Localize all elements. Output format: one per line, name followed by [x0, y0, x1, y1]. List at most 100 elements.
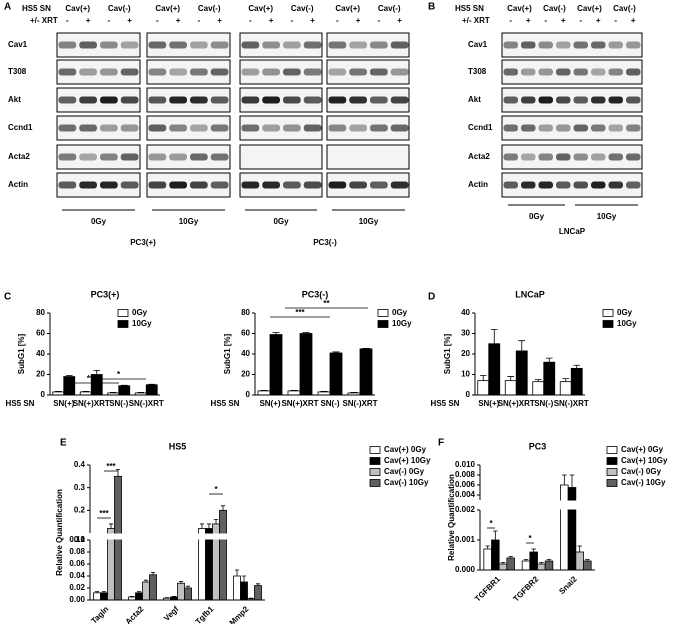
blot-band: [538, 96, 553, 104]
blot-band: [262, 124, 280, 132]
lane-group-label: Cav(+): [155, 4, 180, 13]
blot-frame: [501, 59, 643, 85]
bar: [287, 390, 301, 396]
dose-label: 0Gy: [91, 217, 107, 226]
blot-band: [241, 41, 260, 49]
y-tick-label: 0.10: [69, 535, 85, 544]
y-tick-label: 80: [36, 308, 45, 317]
y-tick-label: 0.06: [69, 559, 85, 568]
blot-band: [556, 96, 571, 104]
bar: [521, 560, 531, 571]
error-bar: [136, 591, 142, 593]
lane-sign: +: [176, 16, 181, 25]
bar: [118, 385, 131, 396]
panel-label: A: [4, 2, 11, 13]
y-tick-label: 0.008: [455, 470, 476, 479]
cell-line-label: LNCaP: [559, 227, 586, 236]
lane-sign: +: [86, 16, 91, 25]
blot-row-label: Actin: [8, 180, 28, 189]
legend-label: Cav(-) 0Gy: [621, 467, 662, 476]
lane-group-label: Cav(+): [248, 4, 273, 13]
error-bar: [150, 572, 156, 575]
bar: [575, 551, 584, 571]
legend-label: 0Gy: [617, 308, 633, 317]
blot-band: [591, 41, 606, 49]
lane-sign: -: [198, 16, 201, 25]
y-tick-label: 0.002: [455, 505, 476, 514]
chart-title: LNCaP: [515, 289, 545, 299]
legend-label: 10Gy: [392, 319, 412, 328]
blot-band: [283, 41, 301, 49]
y-tick-label: 0.010: [455, 460, 476, 469]
x-tick-label: SN(-)XRT: [554, 399, 589, 408]
blot-band: [591, 68, 606, 76]
blot-frame: [326, 144, 410, 170]
error-bar: [185, 585, 191, 588]
y-tick-label: 0.1: [74, 535, 86, 544]
y-tick-label: 0.3: [74, 483, 86, 492]
y-tick-label: 0.000: [455, 565, 476, 574]
error-bar: [585, 559, 590, 561]
blot-row-label: T308: [8, 67, 27, 76]
error-bar: [531, 548, 536, 552]
blot-band: [503, 96, 518, 104]
blot-band: [169, 96, 187, 104]
blot-band: [608, 124, 623, 132]
blot-band: [538, 68, 553, 76]
bar: [63, 376, 76, 396]
blot-band: [58, 96, 77, 104]
x-tick-label: SN(-): [534, 399, 553, 408]
lane-group-label: Cav(+): [507, 4, 532, 13]
x-tick-label: SN(-)XRT: [129, 399, 164, 408]
error-bar: [485, 545, 490, 549]
y-axis-label: SubG1 [%]: [17, 333, 26, 374]
error-bar: [562, 378, 570, 382]
blot-band: [210, 68, 229, 76]
bar: [145, 384, 158, 396]
lane-sign: -: [336, 16, 339, 25]
blot-band: [370, 96, 388, 104]
blot-band: [148, 153, 167, 161]
bar: [269, 334, 283, 396]
y-tick-label: 0: [466, 390, 471, 399]
blot-band: [148, 41, 167, 49]
blot-band: [169, 153, 187, 161]
error-bar: [534, 379, 542, 382]
blot-row-label: T308: [468, 67, 487, 76]
lane-sign: -: [378, 16, 381, 25]
blot-band: [556, 124, 571, 132]
blot-band: [591, 96, 606, 104]
legend-label: 10Gy: [617, 319, 637, 328]
error-bar: [54, 391, 62, 392]
blot-band: [370, 41, 388, 49]
blot-band: [390, 181, 409, 189]
significance-label: *: [528, 534, 532, 543]
blot-band: [262, 96, 280, 104]
legend-swatch: [606, 446, 618, 454]
blot-band: [79, 124, 97, 132]
lane-sign: +: [596, 16, 601, 25]
blot-band: [303, 41, 322, 49]
lane-sign: +: [631, 16, 636, 25]
error-bar: [569, 474, 575, 488]
legend-label: Cav(+) 0Gy: [384, 445, 427, 454]
blot-band: [521, 41, 536, 49]
dose-label: 0Gy: [529, 212, 545, 221]
blot-band: [608, 153, 623, 161]
y-axis-label: SubG1 [%]: [443, 333, 452, 374]
blot-band: [100, 153, 118, 161]
bar: [93, 592, 101, 601]
legend-swatch: [377, 309, 389, 317]
y-tick-label: 80: [241, 308, 250, 317]
blot-band: [349, 96, 367, 104]
error-bar: [143, 579, 149, 582]
blot-band: [538, 41, 553, 49]
lane-sign: +: [217, 16, 222, 25]
bar: [257, 390, 271, 396]
y-tick-label: 20: [241, 370, 250, 379]
bar: [184, 587, 192, 601]
blot-frame: [501, 32, 643, 58]
lane-sign: -: [579, 16, 582, 25]
blot-band: [349, 181, 367, 189]
bar: [177, 582, 185, 601]
